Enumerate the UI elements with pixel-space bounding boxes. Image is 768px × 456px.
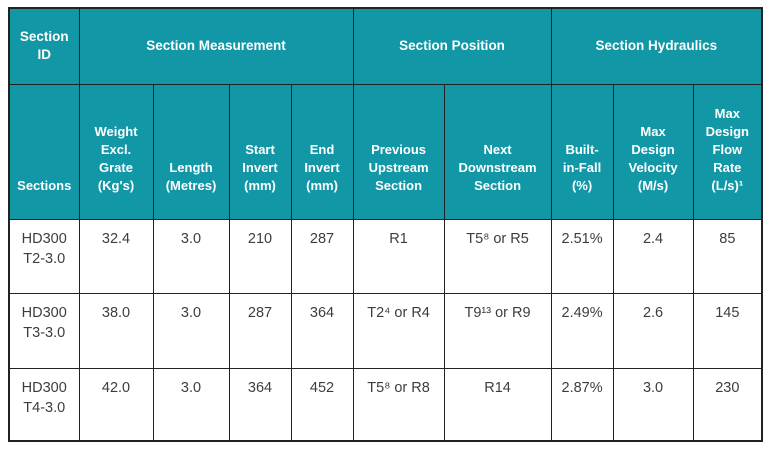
- table-header: Section ID Section Measurement Section Pos…: [8, 7, 763, 220]
- cell-next-downstream-section: R14: [443, 367, 552, 442]
- cell-max-design-flow-rate: 85: [692, 218, 763, 294]
- cell-previous-upstream-section: T5⁸ or R8: [352, 367, 445, 442]
- cell-max-design-velocity: 2.4: [612, 218, 694, 294]
- cell-weight-excl-grate: 38.0: [78, 292, 154, 369]
- group-header-section-hydraulics: Section Hydraulics: [550, 7, 763, 85]
- table-row: HD300 T3-3.0 38.0 3.0 287 364 T2⁴ or R4 T9¹³ o…: [8, 292, 763, 369]
- column-header-sections: Sections: [8, 83, 80, 220]
- column-header-max-design-flow-rate: Max Design Flow Rate (L/s)¹: [692, 83, 763, 220]
- group-header-section-position: Section Position: [352, 7, 552, 85]
- column-header-next-downstream-section: Next Downstream Section: [443, 83, 552, 220]
- column-header-max-design-velocity: Max Design Velocity (M/s): [612, 83, 694, 220]
- column-header-built-in-fall: Built- in-Fall (%): [550, 83, 614, 220]
- column-header-length: Length (Metres): [152, 83, 230, 220]
- cell-next-downstream-section: T9¹³ or R9: [443, 292, 552, 369]
- group-header-row: Section ID Section Measurement Section Pos…: [8, 7, 763, 85]
- cell-end-invert: 364: [290, 292, 354, 369]
- page: Section ID Section Measurement Section Pos…: [0, 7, 768, 456]
- cell-weight-excl-grate: 32.4: [78, 218, 154, 294]
- cell-length: 3.0: [152, 367, 230, 442]
- group-header-section-measurement: Section Measurement: [78, 7, 354, 85]
- cell-built-in-fall: 2.51%: [550, 218, 614, 294]
- column-header-previous-upstream-section: Previous Upstream Section: [352, 83, 445, 220]
- cell-end-invert: 452: [290, 367, 354, 442]
- cell-max-design-velocity: 2.6: [612, 292, 694, 369]
- column-header-end-invert: End Invert (mm): [290, 83, 354, 220]
- cell-start-invert: 364: [228, 367, 292, 442]
- cell-end-invert: 287: [290, 218, 354, 294]
- cell-next-downstream-section: T5⁸ or R5: [443, 218, 552, 294]
- cell-built-in-fall: 2.87%: [550, 367, 614, 442]
- cell-built-in-fall: 2.49%: [550, 292, 614, 369]
- table-row: HD300 T4-3.0 42.0 3.0 364 452 T5⁸ or R8 R14 2.8…: [8, 367, 763, 442]
- cell-sections: HD300 T2-3.0: [8, 218, 80, 294]
- cell-sections: HD300 T3-3.0: [8, 292, 80, 369]
- cell-max-design-velocity: 3.0: [612, 367, 694, 442]
- cell-sections: HD300 T4-3.0: [8, 367, 80, 442]
- group-header-section-id: Section ID: [8, 7, 80, 85]
- column-header-start-invert: Start Invert (mm): [228, 83, 292, 220]
- cell-max-design-flow-rate: 230: [692, 367, 763, 442]
- table-body: HD300 T2-3.0 32.4 3.0 210 287 R1 T5⁸ or R5 2.51…: [8, 218, 763, 442]
- cell-max-design-flow-rate: 145: [692, 292, 763, 369]
- cell-weight-excl-grate: 42.0: [78, 367, 154, 442]
- cell-previous-upstream-section: T2⁴ or R4: [352, 292, 445, 369]
- cell-length: 3.0: [152, 292, 230, 369]
- table-row: HD300 T2-3.0 32.4 3.0 210 287 R1 T5⁸ or R5 2.51…: [8, 218, 763, 294]
- cell-previous-upstream-section: R1: [352, 218, 445, 294]
- cell-length: 3.0: [152, 218, 230, 294]
- cell-start-invert: 287: [228, 292, 292, 369]
- column-header-row: Sections Weight Excl. Grate (Kg's) Length …: [8, 83, 763, 220]
- cell-start-invert: 210: [228, 218, 292, 294]
- section-spec-table: Section ID Section Measurement Section Pos…: [8, 7, 764, 442]
- column-header-weight-excl-grate: Weight Excl. Grate (Kg's): [78, 83, 154, 220]
